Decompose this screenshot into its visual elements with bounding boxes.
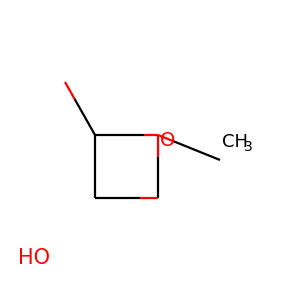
Text: CH: CH	[222, 133, 248, 151]
Text: HO: HO	[18, 248, 50, 268]
Text: 3: 3	[244, 140, 253, 154]
Text: O: O	[160, 130, 176, 149]
